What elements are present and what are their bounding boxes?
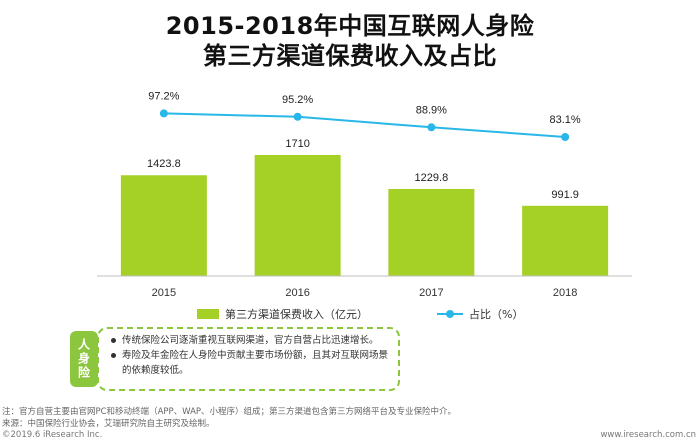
x-tick-2018: 2018 bbox=[553, 287, 577, 299]
chart-title-line-2: 第三方渠道保费收入及占比 bbox=[203, 42, 497, 70]
share-point-2018 bbox=[561, 132, 570, 141]
note-item: 传统保险公司逐渐重视互联网渠道，官方自营占比迅速增长。 bbox=[110, 333, 395, 348]
footnote-source: 来源：中国保险行业协会，艾瑞研究院自主研究及绘制。 bbox=[2, 419, 215, 429]
x-tick-2016: 2016 bbox=[285, 287, 309, 299]
legend-swatch-bar bbox=[197, 309, 219, 319]
note-list: 传统保险公司逐渐重视互联网渠道，官方自营占比迅速增长。 寿险及年金险在人身险中贡… bbox=[110, 333, 395, 378]
chart-title-line-1: 2015-2018年中国互联网人身险 bbox=[165, 12, 535, 40]
note-item: 寿险及年金险在人身险中贡献主要市场份额，且其对互联网场景的依赖度较低。 bbox=[110, 348, 395, 378]
bar-label-2015: 1423.8 bbox=[147, 158, 181, 170]
legend-label-line: 占比（%） bbox=[469, 308, 524, 321]
bar-label-2017: 1229.8 bbox=[415, 172, 449, 184]
bar-2018 bbox=[522, 205, 609, 276]
bar-2017 bbox=[388, 188, 475, 276]
share-label-2017: 88.9% bbox=[416, 104, 447, 116]
share-label-2016: 95.2% bbox=[282, 94, 313, 106]
legend-item-line: 占比（%） bbox=[437, 306, 523, 322]
legend-item-bar: 第三方渠道保费收入（亿元） bbox=[197, 306, 368, 322]
site-url: www.iresearch.com.cn bbox=[600, 430, 696, 440]
x-tick-2017: 2017 bbox=[419, 287, 443, 299]
note-box bbox=[97, 327, 400, 391]
share-label-2018: 83.1% bbox=[550, 114, 581, 126]
bar-label-2016: 1710 bbox=[285, 138, 309, 150]
share-line bbox=[163, 112, 566, 138]
bar-label-2018: 991.9 bbox=[551, 189, 579, 201]
footnote-note: 注：官方自营主要由官网PC和移动终端（APP、WAP、小程序）组成；第三方渠道包… bbox=[2, 407, 457, 417]
copyright: ©2019.6 iResearch Inc. bbox=[2, 430, 103, 440]
share-point-2017 bbox=[427, 123, 436, 132]
note-badge: 人身险 bbox=[70, 331, 98, 387]
bottom-bar: ©2019.6 iResearch Inc. www.iresearch.com… bbox=[0, 430, 700, 443]
legend-swatch-line bbox=[437, 309, 463, 319]
share-point-2016 bbox=[293, 112, 302, 121]
legend-label-bar: 第三方渠道保费收入（亿元） bbox=[225, 308, 368, 321]
share-point-2015 bbox=[159, 109, 168, 118]
chart-legend: 第三方渠道保费收入（亿元） 占比（%） bbox=[0, 306, 700, 322]
bar-2015 bbox=[120, 175, 207, 276]
x-tick-2015: 2015 bbox=[152, 287, 176, 299]
share-label-2015: 97.2% bbox=[148, 90, 179, 102]
bar-2016 bbox=[254, 154, 341, 276]
